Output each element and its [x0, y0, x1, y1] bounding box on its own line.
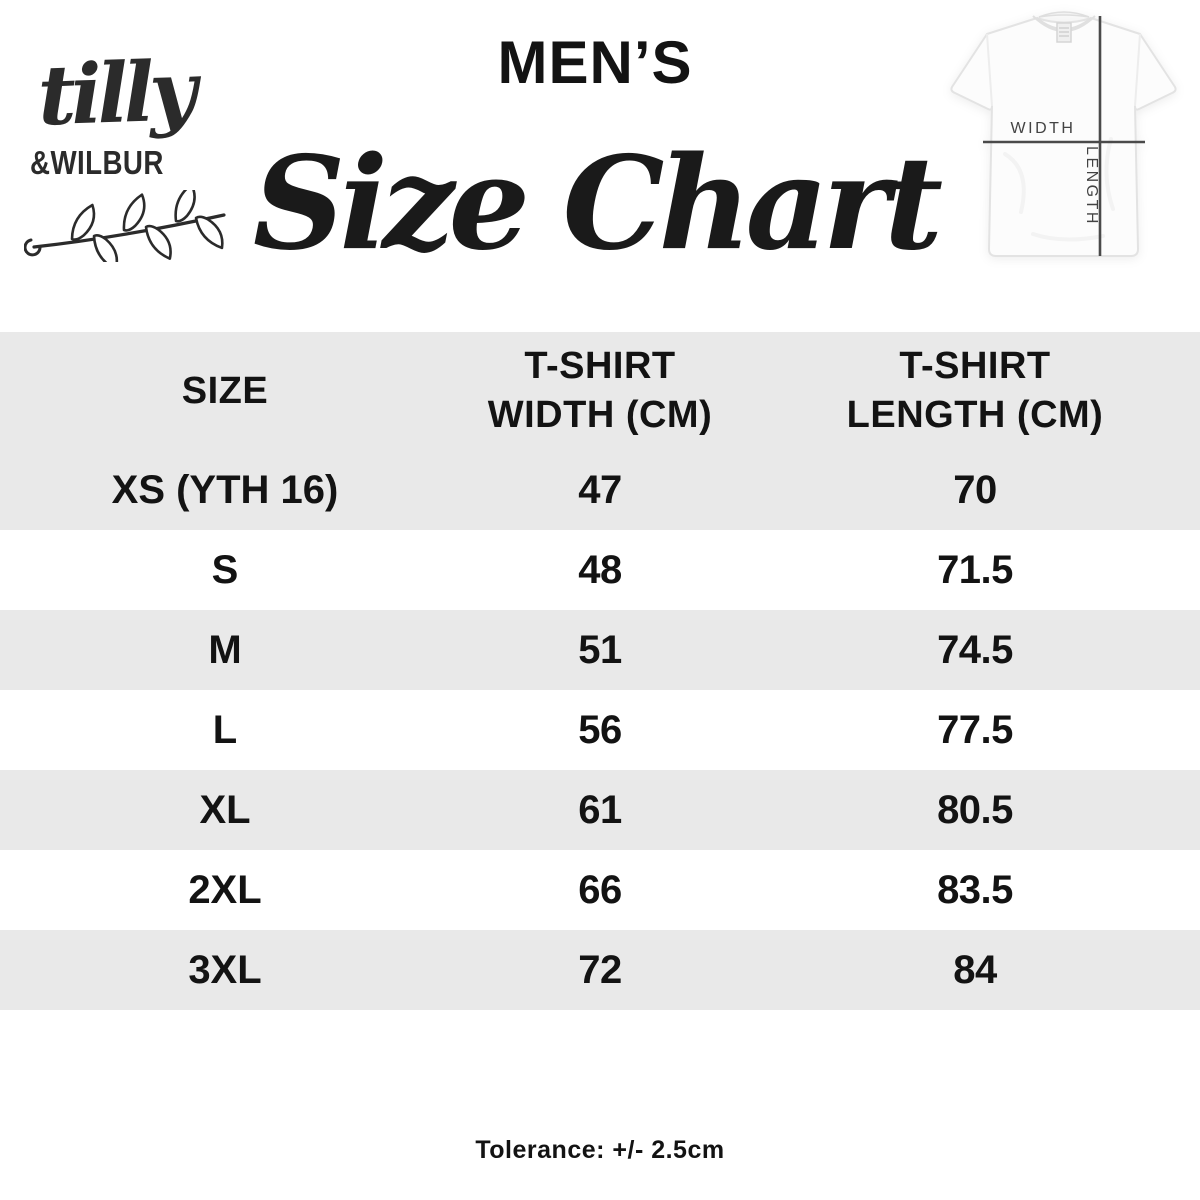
table-row: S 48 71.5: [0, 530, 1200, 610]
length-cell: 74.5: [937, 627, 1013, 672]
laurel-branch-icon: [24, 190, 226, 262]
length-cell: 80.5: [937, 787, 1013, 832]
length-label: LENGTH: [1083, 146, 1100, 226]
length-cell: 84: [953, 947, 997, 992]
width-label: WIDTH: [1011, 120, 1076, 137]
page-title: Size Chart: [252, 129, 943, 279]
table-row: 2XL 66 83.5: [0, 850, 1200, 930]
neck-tag: [1056, 22, 1072, 43]
size-cell: S: [211, 547, 239, 592]
size-cell: XS (YTH 16): [111, 467, 339, 512]
table-row: M 51 74.5: [0, 610, 1200, 690]
tolerance-note: Tolerance: +/- 2.5cm: [475, 1136, 725, 1164]
category-title: MEN’S: [497, 29, 693, 96]
table-header-row: SIZE T-SHIRT WIDTH (CM) T-SHIRT LENGTH (CM…: [0, 332, 1200, 450]
size-cell: 3XL: [188, 947, 262, 992]
table-row: 3XL 72 84: [0, 930, 1200, 1010]
size-cell: M: [208, 627, 242, 672]
size-cell: XL: [199, 787, 251, 832]
width-cell: 66: [578, 867, 622, 912]
table-row: L 56 77.5: [0, 690, 1200, 770]
size-table: SIZE T-SHIRT WIDTH (CM) T-SHIRT LENGTH (CM…: [0, 332, 1200, 1010]
size-cell: L: [212, 707, 238, 752]
length-cell: 71.5: [937, 547, 1013, 592]
length-cell: 83.5: [937, 867, 1013, 912]
collar: [1038, 11, 1090, 18]
column-header-length: T-SHIRT LENGTH (CM): [846, 345, 1104, 436]
column-header-size: SIZE: [181, 369, 269, 412]
column-header-width: T-SHIRT WIDTH (CM): [487, 345, 713, 436]
tshirt-diagram: WIDTH LENGTH: [943, 4, 1185, 280]
length-cell: 70: [953, 467, 997, 512]
width-cell: 47: [578, 467, 622, 512]
brand-logo: tilly &WILBUR: [22, 43, 237, 267]
length-cell: 77.5: [937, 707, 1013, 752]
table-row: XS (YTH 16) 47 70: [0, 450, 1200, 530]
table-row: XL 61 80.5: [0, 770, 1200, 850]
tshirt-body: [950, 17, 1177, 257]
brand-name-caps: &WILBUR: [30, 144, 164, 181]
width-cell: 48: [578, 547, 622, 592]
size-cell: 2XL: [188, 867, 262, 912]
width-cell: 56: [578, 707, 622, 752]
width-cell: 61: [578, 787, 622, 832]
width-cell: 72: [578, 947, 622, 992]
width-cell: 51: [578, 627, 622, 672]
